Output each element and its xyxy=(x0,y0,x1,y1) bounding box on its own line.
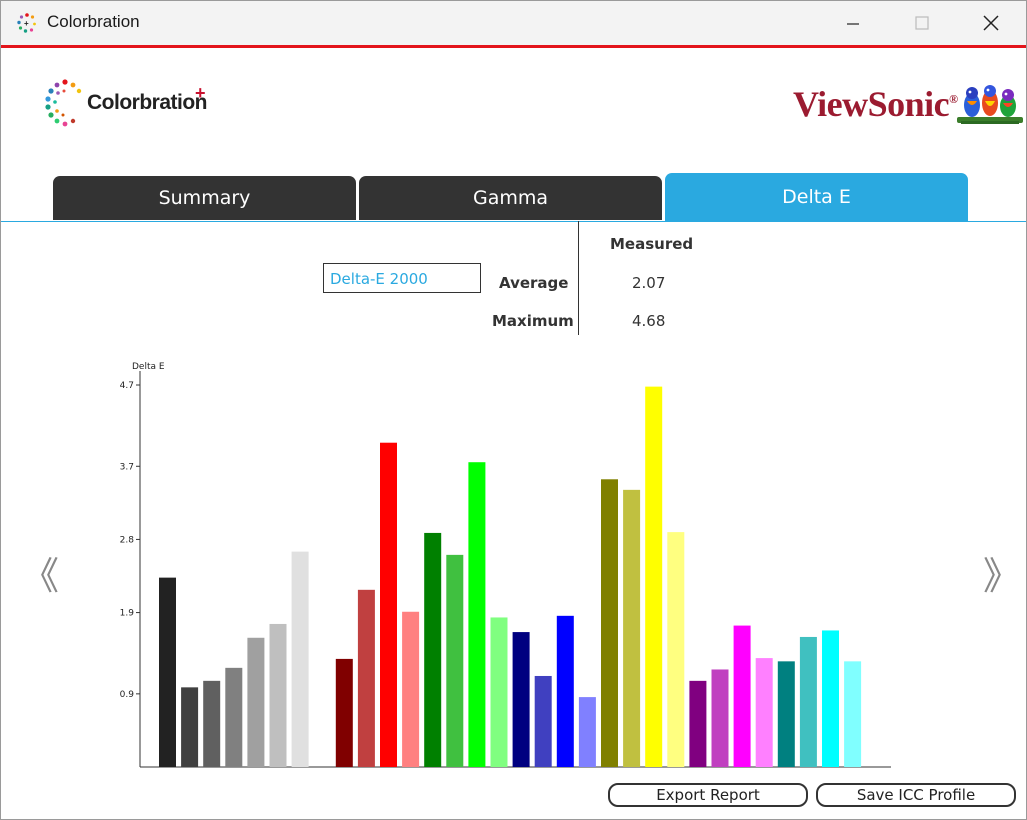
colorbration-app-icon: + xyxy=(17,13,36,33)
chart-bar xyxy=(777,661,795,767)
y-tick-label: 3.7 xyxy=(120,462,134,472)
close-button[interactable] xyxy=(956,1,1026,45)
chart-bar xyxy=(755,658,773,767)
tab-summary-label: Summary xyxy=(158,187,251,209)
chart-bar xyxy=(645,386,663,767)
measured-header: Measured xyxy=(610,235,694,253)
chart-bar xyxy=(357,589,375,767)
svg-text:+: + xyxy=(24,19,29,28)
chart-bar xyxy=(512,632,530,767)
maximize-icon xyxy=(915,16,929,30)
chart-bar xyxy=(380,442,397,767)
column-divider xyxy=(578,221,579,335)
chart-bar xyxy=(667,532,685,767)
tab-gamma[interactable]: Gamma xyxy=(359,176,662,220)
average-value: 2.07 xyxy=(632,274,666,292)
title-bar: + Colorbration xyxy=(1,1,1026,48)
viewsonic-logo: ViewSonic® xyxy=(791,81,1026,129)
tab-bar: Summary Gamma Delta E xyxy=(1,173,1026,222)
chart-bar xyxy=(291,551,309,767)
colorbration-logo-text: Colorbration xyxy=(87,91,208,114)
chart-bar xyxy=(225,667,243,767)
chart-bar xyxy=(490,617,508,767)
chart-bar xyxy=(247,637,265,767)
chart-bar xyxy=(203,680,221,767)
chart-bar xyxy=(446,554,464,767)
save-icc-profile-button[interactable]: Save ICC Profile xyxy=(816,783,1016,807)
minimize-button[interactable] xyxy=(818,1,888,45)
chart-bar xyxy=(468,462,486,767)
maximum-label: Maximum xyxy=(492,312,574,330)
colorbration-dots-icon xyxy=(45,79,82,127)
viewsonic-logo-text: ViewSonic® xyxy=(793,83,958,125)
chart-bar xyxy=(534,675,552,767)
delta-e-metric-select[interactable]: Delta-E 2000 xyxy=(323,263,481,293)
export-report-button[interactable]: Export Report xyxy=(608,783,808,807)
chart-bar xyxy=(556,615,574,767)
chart-bar xyxy=(159,577,176,767)
colorbration-logo-plus: + xyxy=(195,83,206,103)
viewsonic-name: ViewSonic xyxy=(793,84,950,124)
tab-gamma-label: Gamma xyxy=(472,187,549,209)
window-title: Colorbration xyxy=(47,12,140,31)
y-tick-label: 4.7 xyxy=(120,381,134,391)
tab-delta-e-label: Delta E xyxy=(782,186,851,208)
chart-bar xyxy=(733,625,751,767)
chart-bar xyxy=(578,697,596,767)
colorbration-logo: Colorbration + xyxy=(43,77,213,133)
chart-bar xyxy=(424,532,442,767)
chart-bar xyxy=(799,636,817,767)
y-tick-label: 2.8 xyxy=(120,535,135,545)
close-icon xyxy=(983,15,999,31)
chart-bar xyxy=(402,611,420,767)
y-tick-label: 0.9 xyxy=(120,690,135,700)
lorikeet-birds-icon xyxy=(957,85,1023,124)
chart-bar xyxy=(601,479,618,767)
tab-summary[interactable]: Summary xyxy=(53,176,356,220)
next-page-arrow-icon[interactable]: 》 xyxy=(983,554,1022,598)
chart-bar xyxy=(711,669,729,767)
previous-page-arrow-icon[interactable]: 《 xyxy=(21,554,60,598)
delta-e-bar-chart: Delta E 0.9 1.9 2.8 3.7 4.7 xyxy=(120,362,891,768)
y-tick-label: 1.9 xyxy=(120,609,135,619)
maximum-value: 4.68 xyxy=(632,312,666,330)
chart-bar xyxy=(623,489,641,767)
y-axis-label: Delta E xyxy=(132,362,165,372)
minimize-icon xyxy=(847,23,859,25)
chart-bar xyxy=(181,687,199,767)
chart-bar xyxy=(822,630,839,767)
chart-bar xyxy=(844,661,862,767)
maximize-button[interactable] xyxy=(887,1,957,45)
tab-delta-e[interactable]: Delta E xyxy=(665,173,968,221)
registered-mark: ® xyxy=(949,92,958,106)
average-label: Average xyxy=(499,274,569,292)
chart-bar xyxy=(269,623,287,767)
chart-bar xyxy=(689,680,707,767)
chart-bar xyxy=(335,658,353,767)
